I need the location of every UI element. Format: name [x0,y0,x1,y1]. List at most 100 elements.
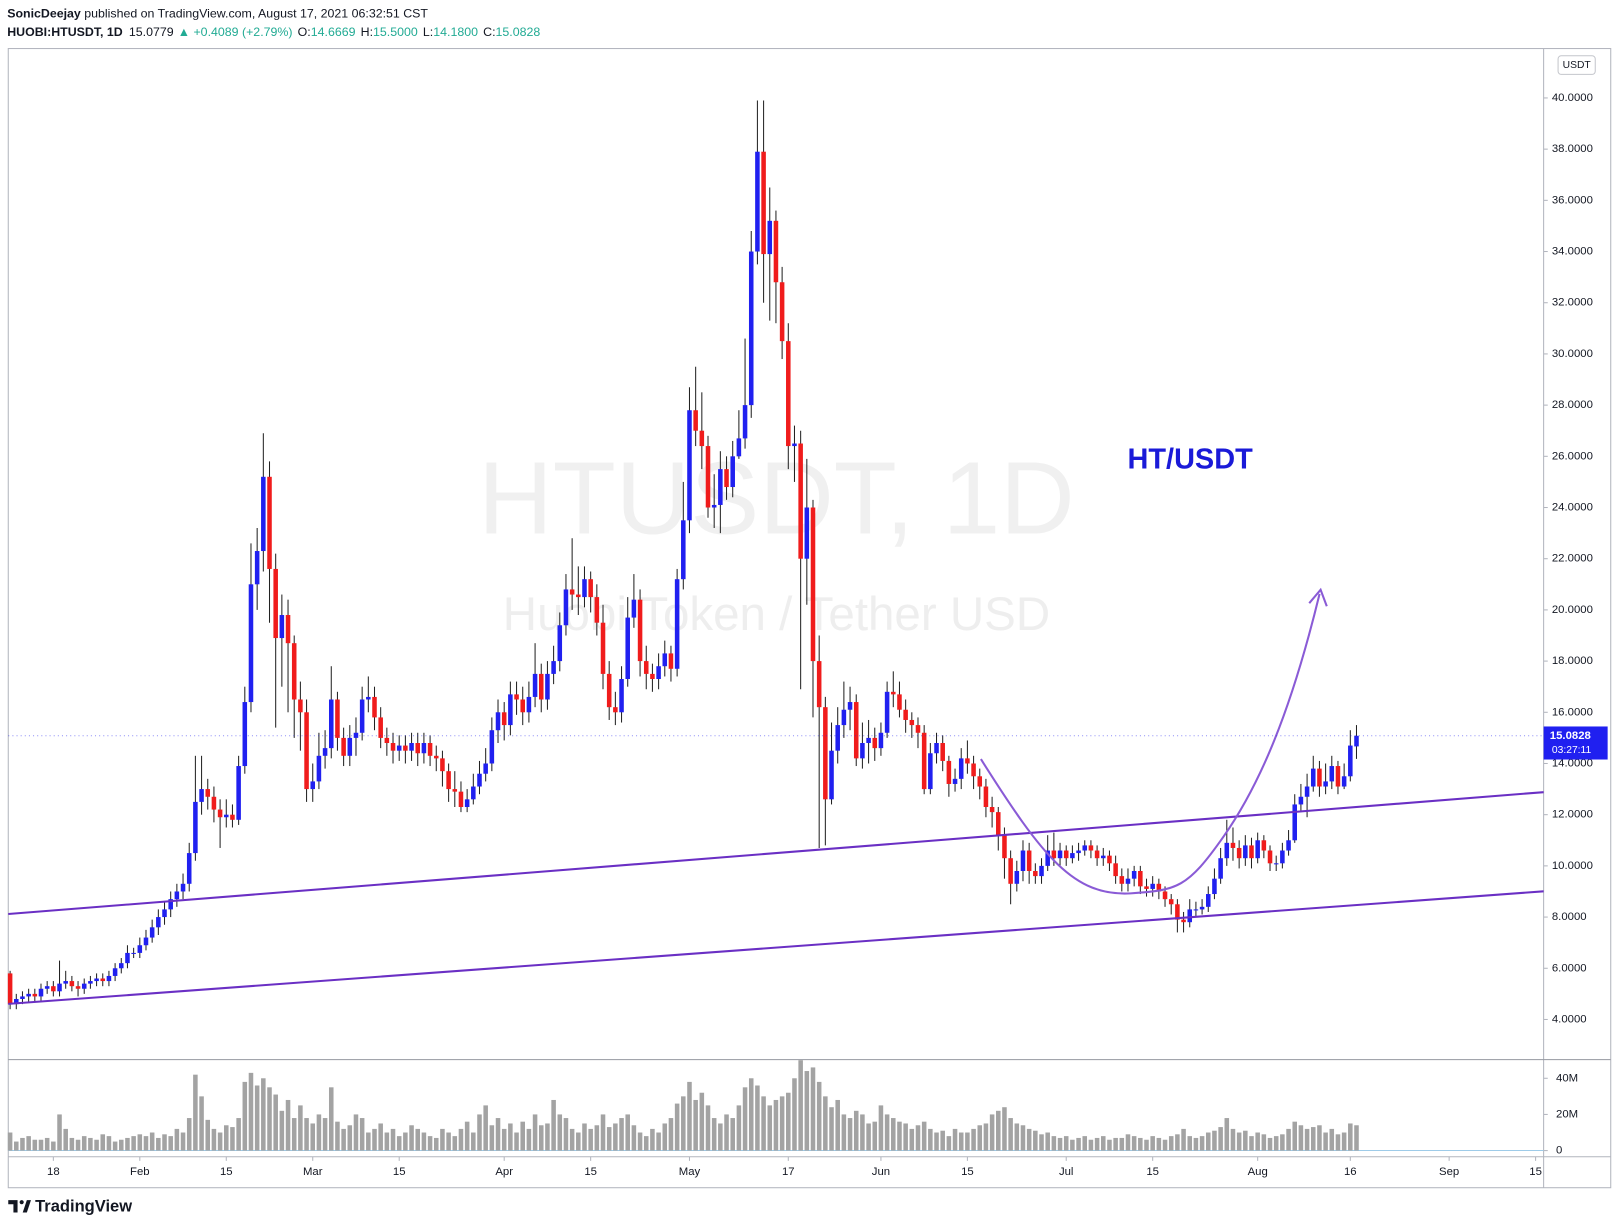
volume-bar [396,1136,402,1151]
candle-body [779,282,785,342]
volume-bar [705,1105,711,1151]
candle-body [14,998,19,1005]
x-tick-label: Mar [303,1166,323,1178]
volume-bar [792,1078,797,1151]
volume-bar [224,1125,229,1151]
volume-bar [1255,1132,1260,1151]
candle-body [643,661,649,674]
volume-bar [508,1123,513,1151]
volume-bar [977,1125,983,1151]
candle-body [7,973,13,1005]
candle-body [1162,891,1168,900]
candle-body [619,679,624,713]
candle-body [1045,850,1050,866]
candle-body [1014,870,1020,884]
volume-bar [514,1132,519,1151]
volume-bar [57,1114,62,1151]
candle-body [1002,835,1007,859]
volume-bar [687,1081,692,1151]
x-tick-label: 15 [961,1166,974,1178]
volume-bar [168,1136,173,1151]
candle-body [508,694,513,726]
candle-body [1113,863,1118,877]
last-price-label: 15.0828 [1550,730,1591,742]
volume-bar [199,1096,204,1151]
candle-body [786,341,791,447]
volume-bar [711,1118,717,1151]
volume-bar [174,1128,180,1151]
y-tick-label: 36.0000 [1552,194,1593,206]
candle-body [1051,850,1057,859]
currency: USDT [1563,60,1592,71]
volume-bar [816,1081,822,1151]
candle-body [841,709,847,726]
volume-bar [952,1128,958,1151]
volume-bar [75,1139,81,1151]
candle-body [1150,883,1155,889]
volume-bar [884,1114,890,1151]
volume-bar [1057,1137,1063,1151]
volume-bar [668,1118,674,1151]
volume-bar [748,1078,754,1151]
volume-bar [390,1128,396,1151]
candle-body [267,476,272,569]
candle-body [75,986,81,989]
candle-body [335,699,340,738]
ohlc-label: L: [423,25,433,39]
volume-bar [137,1134,143,1151]
candle-body [341,737,346,756]
candle-body [965,758,970,764]
candle-body [934,743,939,754]
volume-bar [489,1125,495,1151]
candle-body [94,978,99,982]
volume-bar [366,1132,371,1151]
candle-body [1119,876,1125,884]
candle-body [897,694,902,710]
candle-body [100,978,106,982]
volume-bar [125,1137,130,1151]
candle-body [736,438,742,457]
candle-body [193,801,198,854]
volume-bar [94,1139,99,1151]
candle-body [415,743,421,754]
volume-bar [1199,1136,1205,1151]
candle-body [705,446,711,508]
candle-body [1187,909,1193,923]
volume-bar [699,1092,705,1151]
candle-body [409,743,414,751]
candle-body [396,745,402,751]
volume-bar [1094,1137,1100,1151]
volume-bar [755,1085,760,1151]
volume-bar [273,1094,278,1151]
volume-bar [693,1099,698,1151]
candle-body [1236,847,1242,859]
candle-body [205,789,211,797]
y-tick-label: 20.0000 [1552,604,1593,616]
x-tick-label: 15 [584,1166,597,1178]
y-tick-label: 30.0000 [1552,348,1593,360]
volume-bar [1310,1127,1316,1151]
volume-bar [477,1114,482,1151]
volume-bar [958,1132,964,1151]
candle-body [816,661,822,708]
volume-bar [63,1128,68,1151]
volume-bar [1175,1134,1180,1151]
volume-bar [619,1118,624,1151]
y-tick-label: 40.0000 [1552,92,1593,104]
candle-body [230,814,235,820]
candle-body [224,814,229,818]
volume-bar [1304,1128,1310,1151]
volume-bar [298,1105,303,1151]
candle-body [1082,845,1088,851]
candle-body [199,789,204,802]
volume-bar [681,1096,686,1151]
volume-tick-label: 40M [1556,1072,1578,1084]
volume-bar [458,1128,464,1151]
candle-body [131,952,136,954]
candle-body [125,952,130,964]
volume-bar [835,1099,840,1151]
y-tick-label: 38.0000 [1552,143,1593,155]
candle-body [1310,768,1316,787]
volume-bar [1026,1128,1032,1151]
candle-body [909,719,915,726]
